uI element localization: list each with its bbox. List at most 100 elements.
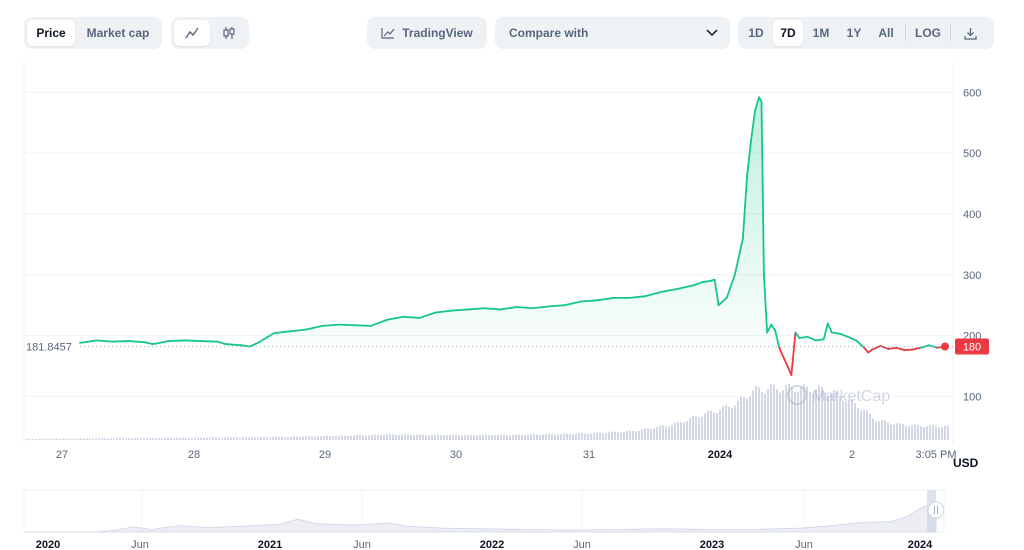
volume-bar — [746, 398, 748, 440]
log-scale-button[interactable]: LOG — [915, 26, 941, 40]
y-tick-label: 500 — [963, 148, 981, 160]
volume-bar — [323, 435, 325, 440]
range-navigator[interactable]: 2020 Jun 2021 Jun 2022 Jun 2023 Jun 2024 — [23, 489, 945, 550]
price-line-segment — [184, 339, 203, 342]
divider — [950, 25, 951, 41]
navigator-handle[interactable] — [927, 501, 945, 519]
volume-bar — [416, 435, 418, 440]
x-tick-label: 29 — [319, 449, 331, 461]
volume-bar — [452, 434, 454, 440]
volume-bar — [545, 434, 547, 440]
volume-bar — [329, 435, 331, 440]
navigator-tick-label: Jun — [353, 539, 371, 550]
candlestick-button[interactable] — [212, 20, 246, 46]
volume-bar — [392, 434, 394, 440]
navigator-tick-label: 2020 — [36, 539, 60, 550]
volume-bar — [242, 437, 244, 440]
volume-bar — [38, 438, 40, 440]
range-all[interactable]: All — [878, 26, 894, 40]
volume-bar — [716, 412, 718, 440]
volume-bar — [383, 434, 385, 440]
volume-bar — [299, 436, 301, 440]
volume-bar — [491, 435, 493, 440]
volume-bar — [83, 438, 85, 440]
volume-bar — [881, 420, 883, 440]
x-axis: 27 28 29 30 31 2024 2 3:05 PM — [56, 449, 957, 461]
volume-bar — [665, 426, 667, 440]
price-line-segment — [580, 299, 599, 303]
volume-bar — [539, 434, 541, 440]
volume-bar — [410, 434, 412, 440]
compare-with-select[interactable]: Compare with — [495, 17, 730, 49]
time-range-selector: 1D 7D 1M 1Y All LOG — [738, 17, 994, 49]
volume-bar — [614, 431, 616, 440]
volume-bar — [848, 399, 850, 440]
range-1d[interactable]: 1D — [748, 26, 764, 40]
volume-bar — [800, 387, 802, 440]
price-line-segment — [822, 322, 829, 341]
y-tick-label: 100 — [963, 391, 981, 403]
volume-bar — [563, 433, 565, 440]
price-line-segment — [95, 339, 114, 343]
volume-bar — [161, 438, 163, 440]
volume-bar — [878, 421, 880, 440]
volume-bar — [914, 424, 916, 440]
volume-bar — [524, 435, 526, 440]
price-line-segment — [855, 339, 866, 349]
price-line-segment — [628, 295, 647, 299]
volume-bar — [32, 438, 34, 440]
volume-bar — [656, 427, 658, 440]
price-line-segment — [903, 348, 914, 352]
volume-bar — [821, 386, 823, 440]
volume-bar — [713, 412, 715, 440]
volume-bar — [467, 434, 469, 440]
range-1m[interactable]: 1M — [812, 26, 830, 40]
volume-bar — [818, 385, 820, 440]
volume-bar — [629, 430, 631, 440]
tab-price[interactable]: Price — [27, 20, 75, 46]
volume-bar — [743, 397, 745, 440]
price-line-segment — [847, 335, 857, 342]
volume-bar — [98, 438, 100, 440]
volume-bar — [935, 426, 937, 440]
volume-bar — [92, 438, 94, 440]
price-chart: MarketCap 181.8457 100 200 300 400 500 600 18… — [0, 60, 1024, 550]
currency-label: USD — [953, 456, 979, 470]
tradingview-label: TradingView — [402, 26, 473, 40]
volume-bar — [239, 437, 241, 440]
volume-bar — [842, 401, 844, 440]
volume-bar — [167, 437, 169, 440]
volume-bar — [680, 422, 682, 440]
volume-bar — [692, 415, 694, 440]
navigator-tick-label: Jun — [795, 539, 813, 550]
volume-bar — [806, 386, 808, 440]
volume-bar — [836, 390, 838, 440]
volume-bar — [389, 434, 391, 440]
volume-bar — [485, 434, 487, 440]
volume-bar — [668, 426, 670, 440]
tab-market-cap[interactable]: Market cap — [86, 26, 150, 40]
line-chart-button[interactable] — [174, 20, 210, 46]
volume-bar — [206, 437, 208, 440]
tradingview-button[interactable]: TradingView — [367, 17, 487, 49]
volume-bar — [596, 432, 598, 440]
volume-bar — [827, 395, 829, 440]
price-line-segment — [564, 300, 583, 307]
volume-bar — [158, 438, 160, 440]
range-1y[interactable]: 1Y — [846, 26, 862, 40]
range-7d[interactable]: 7D — [773, 20, 803, 46]
price-line-segment — [386, 315, 405, 321]
price-line-segment — [79, 339, 98, 344]
download-button[interactable] — [955, 20, 985, 46]
price-line-segment — [305, 324, 324, 331]
price-line-segment — [248, 341, 259, 348]
volume-bar — [497, 434, 499, 440]
volume-bar — [185, 437, 187, 440]
volume-bar — [350, 435, 352, 440]
volume-bar — [686, 421, 688, 440]
volume-bar — [698, 417, 700, 440]
volume-bar — [248, 437, 250, 440]
volume-bar — [647, 428, 649, 440]
volume-bar — [218, 437, 220, 440]
price-line-segment — [863, 346, 870, 354]
